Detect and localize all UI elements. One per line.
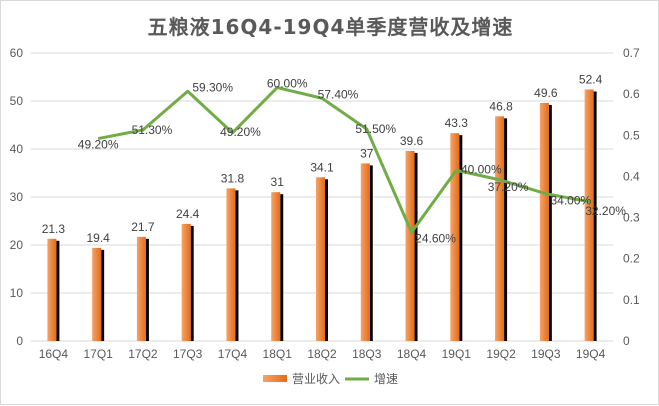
y-right-tick-label: 0.3 — [623, 211, 640, 225]
x-tick-label: 19Q2 — [486, 347, 516, 361]
bar — [92, 247, 102, 341]
bar — [360, 163, 370, 341]
y-right-tick-label: 0.1 — [623, 293, 640, 307]
line-value-label: 32.20% — [585, 204, 626, 218]
y-right-tick-label: 0 — [623, 334, 630, 348]
bar — [47, 238, 57, 341]
bar-value-label: 21.7 — [131, 220, 155, 234]
x-tick-label: 17Q2 — [128, 347, 158, 361]
y-left-tick-label: 10 — [10, 286, 24, 300]
bar-value-label: 46.8 — [489, 99, 513, 113]
bar-shadow — [280, 194, 284, 341]
bar-shadow — [56, 240, 60, 341]
x-tick-label: 18Q4 — [397, 347, 427, 361]
line-value-label: 49.20% — [78, 138, 119, 152]
bar-value-label: 49.6 — [534, 86, 558, 100]
bar-value-label: 24.4 — [176, 207, 200, 221]
y-right-tick-label: 0.7 — [623, 46, 640, 60]
x-tick-label: 19Q3 — [531, 347, 561, 361]
bar — [495, 116, 505, 341]
bar-shadow — [101, 249, 105, 341]
x-tick-label: 18Q2 — [307, 347, 337, 361]
line-value-label: 60.00% — [267, 77, 308, 91]
x-tick-label: 17Q4 — [218, 347, 248, 361]
chart-title: 五粮液16Q4-19Q4单季度营收及增速 — [147, 15, 514, 39]
bar-shadow — [459, 135, 463, 341]
bar-shadow — [190, 225, 194, 341]
legend-bar-label: 营业收入 — [292, 372, 340, 386]
y-left-tick-label: 30 — [10, 190, 24, 204]
bar-shadow — [593, 91, 597, 341]
line-value-label: 34.00% — [550, 194, 591, 208]
y-left-tick-label: 20 — [10, 238, 24, 252]
bar-value-label: 31 — [271, 175, 285, 189]
growth-line — [97, 86, 591, 234]
y-right-tick-label: 0.6 — [623, 87, 640, 101]
bar — [316, 177, 325, 341]
bar-shadow — [325, 179, 328, 341]
line-value-label: 40.00% — [461, 162, 502, 176]
bar-value-label: 37 — [360, 146, 374, 160]
line-value-label: 51.50% — [355, 122, 396, 136]
y-right-tick-label: 0.2 — [623, 252, 640, 266]
line-value-label: 49.20% — [220, 125, 261, 139]
line-value-label: 24.60% — [415, 231, 456, 245]
bar-value-label: 52.4 — [579, 72, 603, 86]
bar-value-label: 39.6 — [400, 134, 424, 148]
bar — [181, 223, 191, 341]
bar — [584, 89, 594, 341]
legend-bar-swatch — [263, 375, 287, 382]
line-value-label: 37.20% — [488, 180, 529, 194]
bar-shadow — [145, 238, 149, 341]
legend-line-label: 增速 — [374, 372, 398, 386]
bar-value-label: 34.1 — [310, 160, 334, 174]
bar — [405, 150, 415, 341]
bar-value-label: 19.4 — [86, 231, 110, 245]
x-tick-label: 16Q4 — [39, 347, 69, 361]
y-left-tick-label: 60 — [10, 46, 24, 60]
line-value-label: 57.40% — [318, 87, 359, 101]
line-value-label: 59.30% — [192, 80, 233, 94]
bar — [271, 192, 281, 341]
bar-shadow — [235, 190, 239, 341]
bar — [226, 188, 236, 341]
y-left-tick-label: 0 — [16, 334, 23, 348]
x-tick-label: 17Q1 — [83, 347, 113, 361]
bar-value-label: 21.3 — [42, 222, 66, 236]
bar-shadow — [369, 165, 373, 341]
y-left-tick-label: 50 — [10, 94, 24, 108]
bar-shadow — [504, 118, 508, 341]
bar — [450, 133, 460, 341]
bar — [539, 102, 549, 341]
x-tick-label: 19Q1 — [442, 347, 472, 361]
bar-value-label: 31.8 — [221, 171, 245, 185]
y-left-tick-label: 40 — [10, 142, 24, 156]
x-tick-label: 18Q1 — [263, 347, 293, 361]
bar-shadow — [548, 104, 552, 341]
bar-value-label: 43.3 — [445, 116, 469, 130]
x-tick-label: 17Q3 — [173, 347, 203, 361]
bar — [136, 236, 146, 341]
y-right-tick-label: 0.4 — [623, 169, 640, 183]
x-tick-label: 18Q3 — [352, 347, 382, 361]
line-value-label: 51.30% — [132, 123, 173, 137]
bar-shadow — [414, 152, 418, 341]
x-tick-label: 19Q4 — [576, 347, 606, 361]
y-right-tick-label: 0.5 — [623, 128, 640, 142]
